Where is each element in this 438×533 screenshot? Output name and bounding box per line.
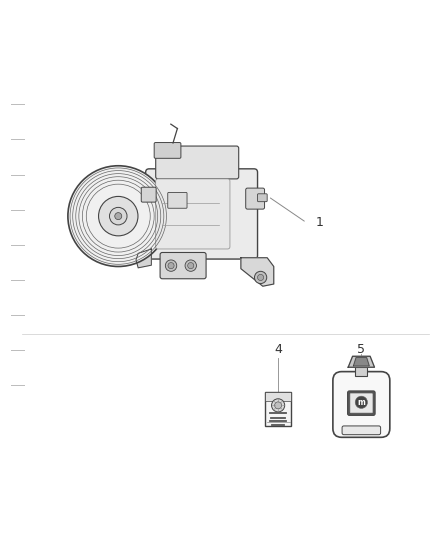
Text: 1: 1	[315, 216, 323, 229]
FancyBboxPatch shape	[355, 367, 367, 376]
FancyBboxPatch shape	[156, 146, 239, 179]
Circle shape	[110, 207, 127, 225]
Text: 4: 4	[274, 343, 282, 356]
FancyBboxPatch shape	[348, 391, 375, 415]
Circle shape	[99, 197, 138, 236]
Circle shape	[355, 396, 367, 408]
Circle shape	[188, 263, 194, 269]
FancyBboxPatch shape	[265, 392, 291, 426]
Circle shape	[168, 263, 174, 269]
Circle shape	[166, 260, 177, 271]
Text: m: m	[357, 398, 365, 407]
Circle shape	[68, 166, 169, 266]
FancyBboxPatch shape	[168, 192, 187, 208]
FancyBboxPatch shape	[265, 392, 291, 401]
Polygon shape	[348, 356, 374, 367]
FancyBboxPatch shape	[258, 194, 267, 201]
Polygon shape	[353, 358, 369, 366]
FancyBboxPatch shape	[145, 169, 258, 259]
FancyBboxPatch shape	[342, 426, 381, 435]
FancyBboxPatch shape	[333, 372, 390, 437]
FancyBboxPatch shape	[154, 142, 181, 158]
FancyBboxPatch shape	[160, 253, 206, 279]
FancyBboxPatch shape	[156, 179, 230, 249]
Circle shape	[275, 402, 282, 409]
Polygon shape	[241, 258, 274, 286]
Circle shape	[272, 399, 285, 412]
Circle shape	[115, 213, 122, 220]
Text: 5: 5	[357, 343, 365, 356]
Circle shape	[185, 260, 196, 271]
Circle shape	[258, 274, 264, 280]
Circle shape	[254, 271, 267, 284]
FancyBboxPatch shape	[141, 187, 156, 202]
FancyBboxPatch shape	[246, 188, 265, 209]
Polygon shape	[136, 249, 152, 268]
FancyBboxPatch shape	[350, 393, 372, 413]
